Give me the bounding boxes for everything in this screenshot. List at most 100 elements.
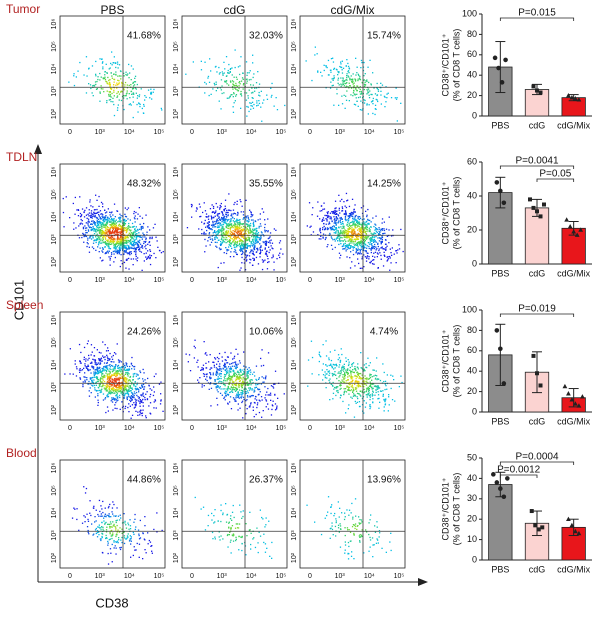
point (566, 516, 571, 521)
point (569, 95, 575, 100)
flow-panel (299, 163, 406, 273)
flow-panel (299, 311, 406, 421)
point (528, 197, 532, 202)
flow-x-tick: 10⁵ (276, 277, 287, 284)
flow-cloud (64, 340, 164, 419)
flow-x-tick: 10⁵ (276, 573, 287, 580)
point (535, 88, 539, 93)
tissue-label: Blood (6, 446, 37, 460)
flow-y-tick: 10⁵ (291, 337, 298, 348)
y-tick-label: 60 (467, 49, 477, 59)
flow-x-tick: 10⁴ (246, 129, 257, 136)
flow-x-tick: 10³ (95, 129, 106, 136)
flow-cloud (194, 496, 273, 559)
flow-x-tick: 10³ (335, 573, 346, 580)
flow-x-tick: 10⁵ (154, 129, 165, 136)
x-tick-label: cdG (529, 120, 546, 130)
point (540, 525, 545, 530)
flow-y-tick: 10⁴ (173, 360, 180, 371)
flow-y-tick: 10⁵ (291, 41, 298, 52)
x-tick-label: PBS (491, 564, 509, 574)
flow-y-tick: 10³ (173, 86, 180, 97)
flow-panel (59, 311, 166, 421)
percentage: 13.96% (367, 475, 401, 486)
y-tick-label: 20 (467, 386, 477, 396)
y-tick-label: 30 (467, 493, 477, 503)
flow-x-tick: 10³ (95, 425, 106, 432)
flow-y-tick: 10⁴ (291, 508, 298, 519)
flow-x-tick: 10⁵ (394, 425, 405, 432)
flow-panel (59, 163, 166, 273)
flow-y-tick: 10² (291, 552, 298, 563)
flow-y-tick: 10² (51, 256, 58, 267)
flow-y-tick: 10⁴ (291, 212, 298, 223)
point (531, 84, 536, 89)
y-tick-label: 20 (467, 90, 477, 100)
flow-y-tick: 10⁵ (173, 337, 180, 348)
flow-cloud (306, 192, 404, 271)
y-tick-label: 40 (467, 366, 477, 376)
point (580, 394, 585, 399)
y-label: (% of CD8 T cells) (451, 177, 461, 250)
flow-x-tick: 10³ (95, 277, 106, 284)
flow-cloud (62, 194, 164, 271)
flow-x-tick: 10⁵ (276, 129, 287, 136)
point (505, 476, 510, 481)
flow-y-tick: 10² (51, 552, 58, 563)
point (576, 97, 582, 102)
flow-y-tick: 10⁴ (173, 212, 180, 223)
x-tick-label: cdG/Mix (557, 416, 591, 426)
flow-y-tick: 10⁵ (51, 41, 58, 52)
flow-y-tick: 10³ (291, 234, 298, 245)
y-tick-label: 60 (467, 156, 477, 166)
flow-cloud (185, 49, 286, 122)
flow-y-tick: 10⁴ (51, 508, 58, 519)
flow-panel (181, 311, 288, 421)
point (538, 90, 543, 95)
flow-x-tick: 10⁵ (394, 573, 405, 580)
flow-panel (181, 15, 288, 125)
x-tick-label: cdG/Mix (557, 268, 591, 278)
flow-y-tick: 10² (173, 404, 180, 415)
flow-cloud (71, 486, 163, 565)
flow-x-tick: 0 (68, 277, 72, 284)
flow-y-tick: 10⁴ (173, 64, 180, 75)
flow-y-tick: 10² (173, 552, 180, 563)
percentage: 15.74% (367, 31, 401, 42)
point (535, 209, 539, 214)
flow-x-tick: 10³ (335, 425, 346, 432)
point (566, 391, 571, 396)
y-tick-label: 40 (467, 190, 477, 200)
bracket (499, 165, 575, 169)
y-label: CD38⁺/CD101⁺ (440, 329, 450, 392)
p-value: P=0.0004 (515, 452, 559, 463)
bracket (499, 313, 575, 317)
flow-y-tick: 10⁵ (173, 41, 180, 52)
bracket (536, 178, 575, 182)
point (531, 353, 536, 358)
flow-x-tick: 10³ (217, 573, 228, 580)
flow-y-tick: 10⁵ (51, 189, 58, 200)
flow-y-tick: 10⁶ (291, 315, 298, 326)
point (499, 80, 505, 85)
flow-x-tick: 10⁴ (124, 425, 135, 432)
y-arrowhead (34, 144, 42, 154)
point (573, 528, 578, 534)
point (501, 494, 507, 500)
percentage: 48.32% (127, 179, 161, 190)
column-label: PBS (100, 3, 124, 17)
flow-x-tick: 0 (308, 425, 312, 432)
flow-cloud (307, 340, 403, 418)
flow-x-tick: 10⁴ (364, 277, 375, 284)
y-tick-label: 50 (467, 452, 477, 462)
y-axis-label: CD101 (11, 280, 26, 320)
flow-y-tick: 10⁶ (173, 463, 180, 474)
y-tick-label: 60 (467, 345, 477, 355)
percentage: 10.06% (249, 327, 283, 338)
y-tick-label: 0 (472, 110, 477, 120)
flow-x-tick: 0 (308, 573, 312, 580)
bracket (499, 17, 575, 21)
flow-x-tick: 10⁵ (154, 425, 165, 432)
flow-y-tick: 10⁶ (291, 19, 298, 30)
y-label: (% of CD8 T cells) (451, 29, 461, 102)
